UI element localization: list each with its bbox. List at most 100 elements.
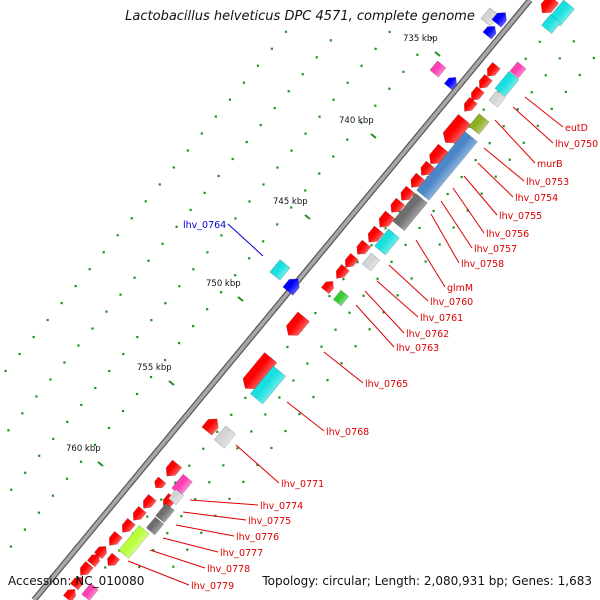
- ring-dot: [234, 217, 237, 220]
- gene-feature: [145, 516, 165, 536]
- ring-dot: [79, 460, 83, 463]
- kbp-tick-label: 755 kbp: [137, 363, 172, 373]
- ring-dot: [312, 396, 315, 399]
- gene-label: lhv_0753: [526, 177, 569, 188]
- gene-label: glmM: [447, 283, 473, 294]
- gene-glyph-highlight: [541, 0, 559, 13]
- ring-dot: [342, 278, 345, 281]
- gene-glyph-highlight: [133, 506, 147, 521]
- gene-feature: [356, 239, 372, 255]
- genome-summary-text: Topology: circular; Length: 2,080,931 bp…: [262, 574, 592, 588]
- callout-leader: [355, 304, 395, 348]
- ring-dot: [217, 174, 220, 178]
- ring-dot: [104, 566, 107, 569]
- gene-glyph-highlight: [443, 114, 471, 144]
- ring-dot: [276, 166, 279, 169]
- ring-dot: [480, 192, 483, 195]
- callout-leader: [483, 147, 525, 182]
- ring-dot: [284, 429, 287, 433]
- ring-dot: [242, 480, 245, 483]
- ring-dot: [91, 327, 94, 330]
- gene-feature: [79, 560, 94, 576]
- gene-glyph-highlight: [242, 352, 277, 389]
- callout-leader: [127, 560, 190, 586]
- gene-glyph-highlight: [390, 198, 405, 213]
- gene-glyph-highlight: [70, 577, 83, 590]
- ring-dot: [65, 477, 69, 480]
- ring-dot: [438, 243, 441, 246]
- gene-glyph-highlight: [479, 74, 493, 89]
- gene-feature: [121, 517, 136, 533]
- callout-leader: [388, 264, 429, 302]
- ring-dot: [256, 463, 259, 467]
- gene-feature: [213, 425, 237, 449]
- ring-dot: [220, 291, 223, 294]
- gene-glyph-highlight: [166, 460, 182, 477]
- ring-dot: [346, 81, 349, 84]
- gene-label-callouts: eutD lhv_0750 murB lhv_0753 lhv_0754 lhv_0755…: [127, 96, 598, 592]
- ring-dot: [192, 325, 195, 328]
- ring-dot: [152, 549, 155, 552]
- callout-leader: [162, 537, 219, 553]
- ring-dot: [390, 260, 393, 263]
- gene-glyph-highlight: [482, 26, 497, 40]
- ring-dot: [192, 268, 195, 271]
- ring-dot: [388, 87, 391, 90]
- gene-glyph-highlight: [392, 193, 428, 231]
- ring-dot: [360, 121, 363, 124]
- ring-dot: [530, 91, 533, 94]
- ring-dot: [94, 386, 97, 390]
- ring-dot: [544, 74, 547, 77]
- ring-dot: [51, 494, 55, 497]
- gene-feature: [378, 210, 396, 228]
- ring-dot: [46, 318, 49, 322]
- gene-glyph-highlight: [168, 489, 184, 505]
- ring-dot: [119, 293, 122, 296]
- ring-dot: [522, 141, 525, 144]
- ring-dot: [304, 132, 307, 135]
- kbp-ruler: 735 kbp 740 kbp 745 kbp 750 kbp 755 kbp 760 k…: [66, 34, 441, 467]
- gene-feature: [374, 228, 400, 256]
- ring-dot: [4, 369, 7, 373]
- gene-feature: [165, 459, 183, 477]
- ring-dot: [298, 412, 301, 416]
- ring-dot: [130, 217, 133, 220]
- callout-leader: [415, 239, 446, 288]
- gene-feature: [320, 281, 334, 295]
- ring-dot: [292, 379, 295, 382]
- ring-dot: [228, 98, 231, 101]
- accession-text: Accession: NC_010080: [8, 574, 145, 588]
- gene-glyph-highlight: [155, 503, 175, 523]
- ring-dot: [149, 375, 153, 379]
- ring-dot: [160, 498, 163, 501]
- gene-feature: [118, 525, 150, 559]
- gene-feature: [416, 131, 478, 201]
- ring-dot: [354, 345, 357, 348]
- gene-glyph-highlight: [321, 281, 334, 294]
- gene-glyph-highlight: [80, 561, 94, 576]
- gene-feature: [400, 185, 416, 201]
- gene-glyph-highlight: [107, 553, 120, 566]
- callout-leader: [323, 351, 364, 384]
- ring-dot: [502, 125, 505, 128]
- gene-glyph-highlight: [282, 278, 300, 296]
- ring-dot: [186, 548, 189, 551]
- gene-glyph-highlight: [420, 161, 435, 176]
- ring-dot: [52, 437, 55, 440]
- ring-dot: [287, 90, 290, 93]
- gene-label: lhv_0779: [191, 581, 234, 592]
- gene-glyph-highlight: [201, 418, 219, 436]
- ring-dot: [315, 56, 318, 59]
- kbp-tick-label: 750 kbp: [206, 279, 241, 289]
- ring-dot: [314, 312, 317, 315]
- ring-dot: [410, 277, 413, 280]
- gene-glyph-highlight: [362, 253, 380, 271]
- gene-glyph-highlight: [286, 311, 310, 336]
- ring-dot: [37, 511, 41, 514]
- gene-feature: [81, 582, 99, 600]
- ring-dot: [384, 227, 387, 230]
- ring-dot: [228, 497, 231, 500]
- ring-dot: [136, 336, 139, 339]
- ring-dot: [318, 115, 321, 118]
- gene-glyph-highlight: [429, 60, 447, 78]
